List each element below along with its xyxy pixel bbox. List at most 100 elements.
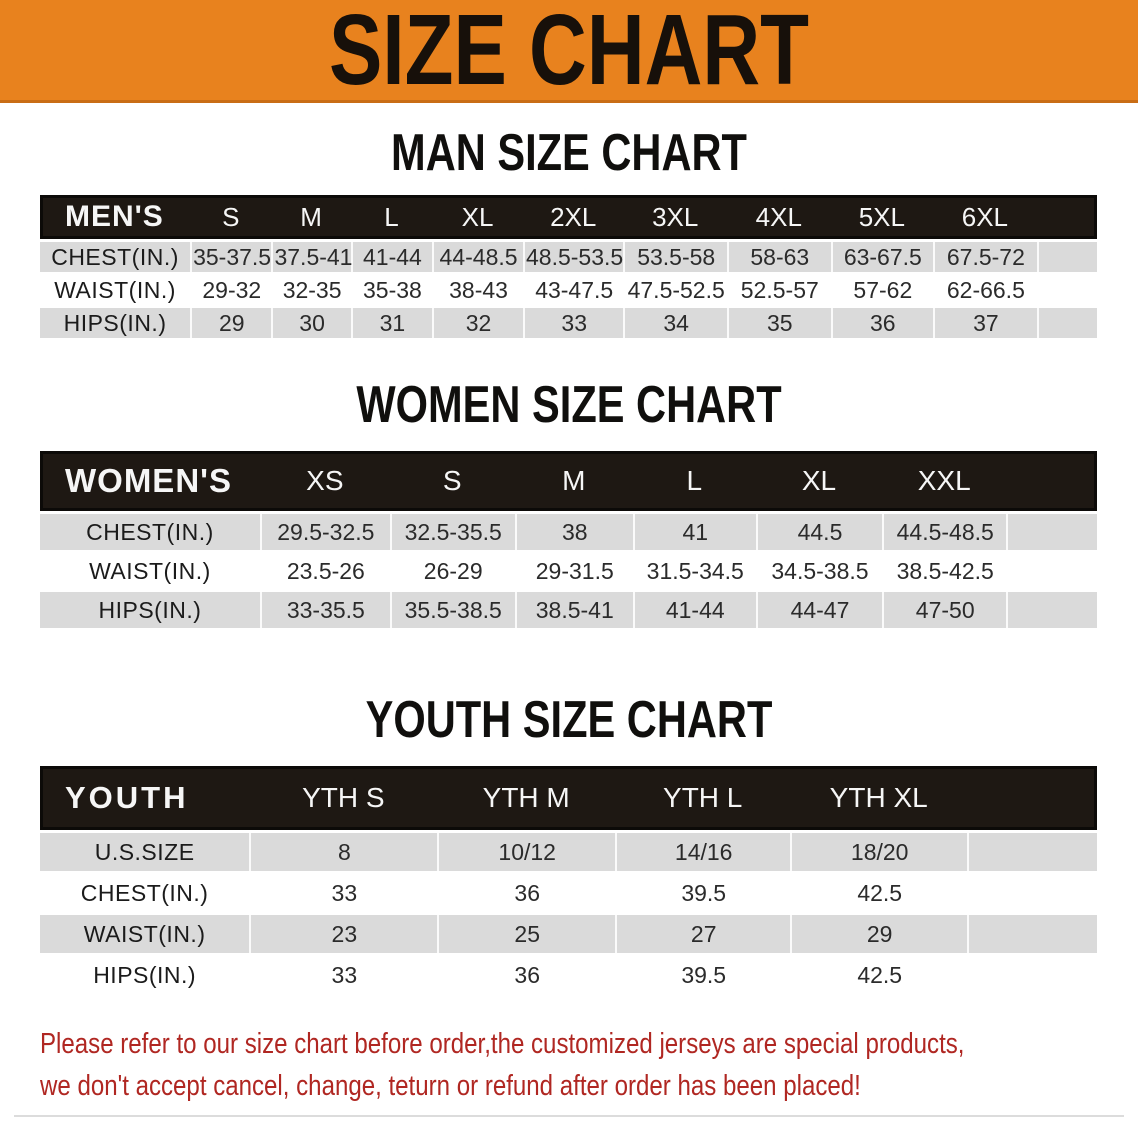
row-label: U.S.SIZE (40, 833, 250, 871)
size-value-cell: 38 (514, 514, 633, 550)
men-size-column-header: L (350, 195, 433, 239)
women-hips-row: HIPS(IN.) 33-35.5 35.5-38.5 38.5-41 41-4… (40, 592, 1097, 628)
women-corner-label: WOMEN'S (40, 451, 260, 511)
row-label: HIPS(IN.) (40, 592, 260, 628)
disclaimer-line-2: we don't accept cancel, change, teturn o… (40, 1070, 861, 1102)
women-size-column-header: XXL (882, 451, 1007, 511)
men-size-column-header: 2XL (523, 195, 624, 239)
size-value-cell: 44.5 (755, 514, 883, 550)
filler-cell (966, 766, 1097, 830)
size-value-cell: 41-44 (350, 242, 433, 272)
size-value-cell: 37 (933, 308, 1037, 338)
row-label: HIPS(IN.) (40, 308, 191, 338)
size-value-cell: 42.5 (790, 956, 967, 994)
size-value-cell: 36 (830, 308, 934, 338)
men-size-column-header: 5XL (830, 195, 934, 239)
women-size-section: WOMEN SIZE CHART WOMEN'S XS S M L XL XXL… (0, 379, 1138, 631)
youth-size-table: YOUTH YTH S YTH M YTH L YTH XL U.S.SIZE … (40, 763, 1097, 997)
women-section-heading: WOMEN SIZE CHART (356, 376, 782, 434)
size-value-cell: 52.5-57 (726, 275, 831, 305)
men-header-row: MEN'S S M L XL 2XL 3XL 4XL 5XL 6XL (40, 195, 1097, 239)
size-value-cell: 29-32 (190, 275, 272, 305)
women-size-column-header: L (632, 451, 756, 511)
size-value-cell: 38-43 (432, 275, 523, 305)
size-value-cell: 29 (190, 308, 272, 338)
youth-waist-row: WAIST(IN.) 23 25 27 29 (40, 915, 1097, 953)
filler-cell (1036, 275, 1097, 305)
size-value-cell: 63-67.5 (830, 242, 934, 272)
filler-cell (966, 915, 1097, 953)
youth-hips-row: HIPS(IN.) 33 36 39.5 42.5 (40, 956, 1097, 994)
youth-size-column-header: YTH L (614, 766, 791, 830)
men-size-column-header: M (271, 195, 351, 239)
size-value-cell: 44-47 (755, 592, 883, 628)
women-size-table: WOMEN'S XS S M L XL XXL CHEST(IN.) 29.5-… (40, 448, 1097, 631)
filler-cell (1006, 592, 1097, 628)
size-value-cell: 39.5 (614, 874, 791, 912)
youth-header-row: YOUTH YTH S YTH M YTH L YTH XL (40, 766, 1097, 830)
size-value-cell: 25 (437, 915, 615, 953)
men-section-heading: MAN SIZE CHART (391, 124, 747, 182)
men-size-column-header: XL (432, 195, 523, 239)
size-value-cell: 26-29 (389, 553, 515, 589)
men-size-section: MAN SIZE CHART MEN'S S M L XL 2XL 3XL 4X… (0, 127, 1138, 341)
row-label: CHEST(IN.) (40, 242, 191, 272)
size-value-cell: 43-47.5 (523, 275, 624, 305)
filler-cell (1006, 553, 1097, 589)
women-size-column-header: M (514, 451, 633, 511)
banner-title: SIZE CHART (329, 0, 809, 106)
size-value-cell: 23 (249, 915, 438, 953)
men-hips-row: HIPS(IN.) 29 30 31 32 33 34 35 36 37 (40, 308, 1097, 338)
size-value-cell: 48.5-53.5 (523, 242, 624, 272)
size-chart-banner: SIZE CHART (0, 0, 1138, 103)
row-label: CHEST(IN.) (40, 514, 260, 550)
size-value-cell: 37.5-41 (271, 242, 352, 272)
filler-cell (1036, 242, 1097, 272)
size-value-cell: 39.5 (614, 956, 791, 994)
size-value-cell: 29.5-32.5 (259, 514, 390, 550)
filler-cell (1036, 195, 1097, 239)
row-label: HIPS(IN.) (40, 956, 250, 994)
size-value-cell: 33 (249, 956, 438, 994)
men-size-column-header: S (190, 195, 272, 239)
size-value-cell: 41 (632, 514, 756, 550)
men-waist-row: WAIST(IN.) 29-32 32-35 35-38 38-43 43-47… (40, 275, 1097, 305)
row-label: CHEST(IN.) (40, 874, 250, 912)
youth-corner-label: YOUTH (40, 766, 250, 830)
size-value-cell: 14/16 (614, 833, 791, 871)
size-value-cell: 18/20 (790, 833, 967, 871)
row-label: WAIST(IN.) (40, 553, 260, 589)
filler-cell (1036, 308, 1097, 338)
bottom-divider (14, 1115, 1124, 1117)
youth-size-column-header: YTH M (437, 766, 615, 830)
filler-cell (966, 956, 1097, 994)
women-size-column-header: XS (259, 451, 390, 511)
women-waist-row: WAIST(IN.) 23.5-26 26-29 29-31.5 31.5-34… (40, 553, 1097, 589)
filler-cell (966, 833, 1097, 871)
men-size-column-header: 3XL (623, 195, 727, 239)
row-label: WAIST(IN.) (40, 275, 191, 305)
filler-cell (1006, 451, 1097, 511)
size-value-cell: 42.5 (790, 874, 967, 912)
filler-cell (1006, 514, 1097, 550)
size-value-cell: 8 (249, 833, 438, 871)
size-value-cell: 53.5-58 (623, 242, 727, 272)
size-value-cell: 36 (437, 956, 615, 994)
size-value-cell: 30 (271, 308, 351, 338)
size-value-cell: 41-44 (632, 592, 756, 628)
youth-section-heading: YOUTH SIZE CHART (365, 691, 773, 749)
youth-chest-row: CHEST(IN.) 33 36 39.5 42.5 (40, 874, 1097, 912)
youth-size-column-header: YTH XL (790, 766, 967, 830)
men-chest-row: CHEST(IN.) 35-37.5 37.5-41 41-44 44-48.5… (40, 242, 1097, 272)
size-value-cell: 36 (437, 874, 615, 912)
row-label: WAIST(IN.) (40, 915, 250, 953)
size-value-cell: 58-63 (726, 242, 831, 272)
size-value-cell: 44-48.5 (432, 242, 523, 272)
women-size-column-header: S (389, 451, 515, 511)
men-size-column-header: 4XL (726, 195, 831, 239)
size-value-cell: 31 (350, 308, 433, 338)
youth-ussize-row: U.S.SIZE 8 10/12 14/16 18/20 (40, 833, 1097, 871)
size-value-cell: 57-62 (830, 275, 934, 305)
men-corner-label: MEN'S (40, 195, 191, 239)
youth-size-section: YOUTH SIZE CHART YOUTH YTH S YTH M YTH L… (0, 694, 1138, 997)
